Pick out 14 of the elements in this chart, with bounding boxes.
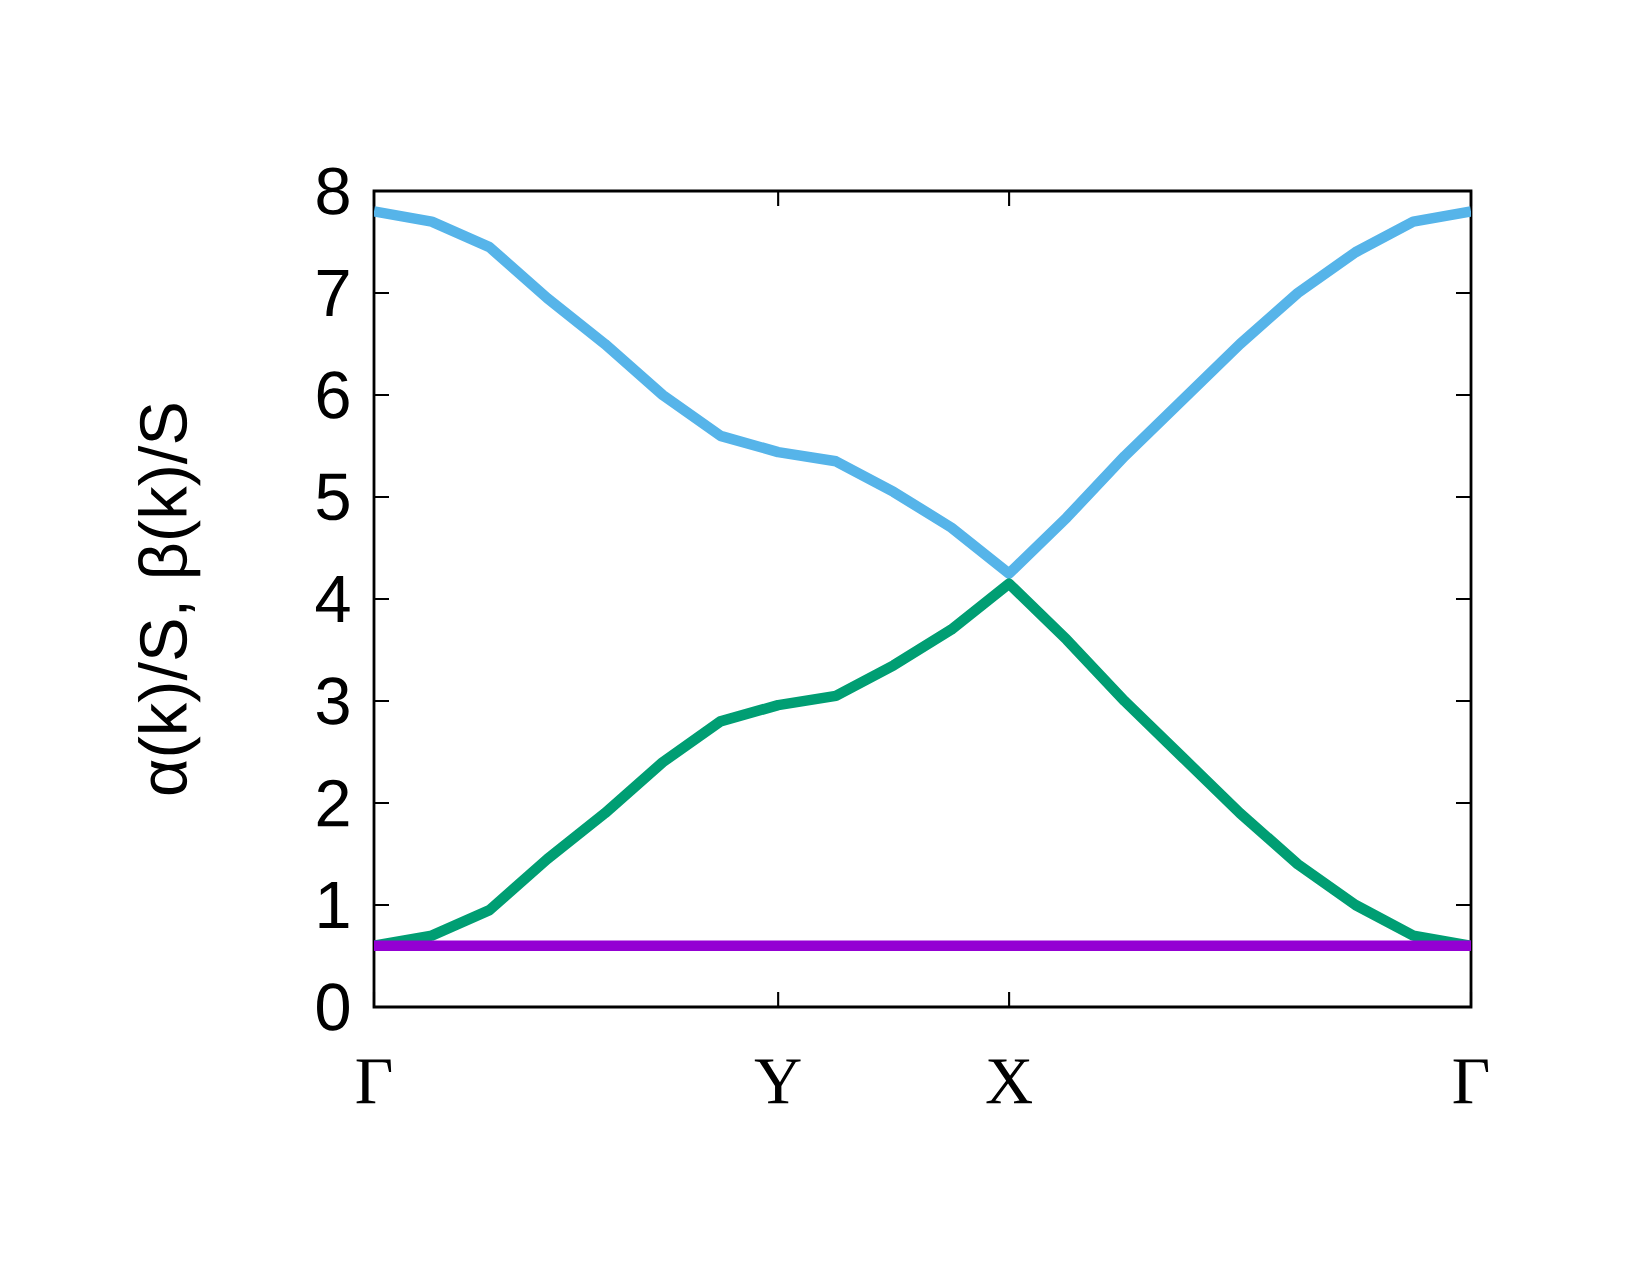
y-tick-label: 8 <box>317 167 349 215</box>
x-tick-label: Γ <box>356 1059 392 1104</box>
x-tick-label: Y <box>754 1059 801 1104</box>
x-tick-label: X <box>986 1059 1033 1104</box>
y-tick-label: 3 <box>316 677 349 725</box>
y-axis-title: α(k)/S, β(k)/S <box>138 404 201 795</box>
y-tick-label: 1 <box>319 882 349 928</box>
y-tick-label: 5 <box>317 473 349 521</box>
y-tick-label: 6 <box>317 371 349 419</box>
y-tick-label: 4 <box>315 576 350 622</box>
y-tick-label: 2 <box>317 779 349 827</box>
x-tick-label: Γ <box>1453 1059 1489 1104</box>
y-tick-label: 7 <box>317 270 349 316</box>
y-tick-label: 0 <box>317 983 349 1031</box>
